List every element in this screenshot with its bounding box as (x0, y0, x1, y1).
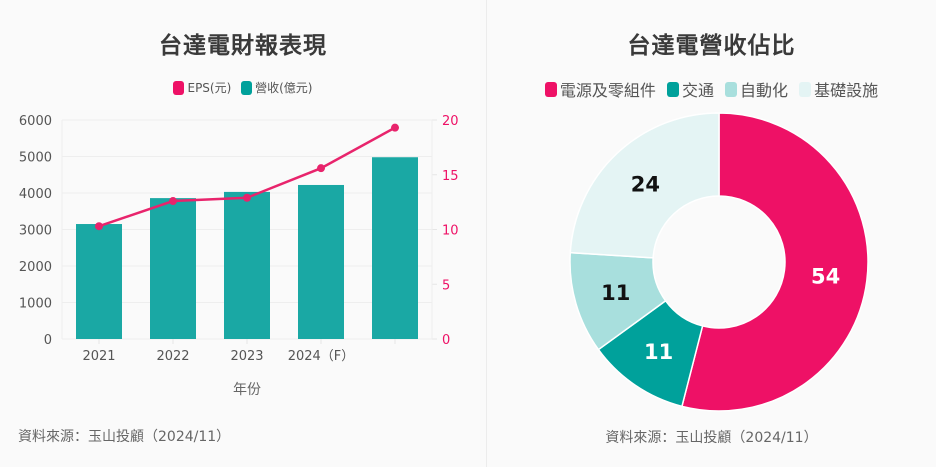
legend-item-transport[interactable]: 交通 (666, 77, 714, 101)
y-right-tick-label: 5 (442, 278, 450, 293)
slice-value-label: 24 (631, 173, 660, 197)
x-tick-label: 2024（F） (288, 349, 355, 364)
legend-label: 自動化 (740, 81, 789, 100)
panel-divider (486, 0, 487, 467)
legend-swatch-eps (173, 80, 185, 95)
financial-performance-panel: 台達電財報表現 EPS(元) 營收(億元) 0 1000 2000 3000 4000 5… (0, 33, 486, 445)
y-right-tick-label: 10 (442, 224, 459, 239)
y-left-tick-label: 0 (44, 333, 52, 348)
y-right-tick-label: 15 (442, 169, 459, 184)
eps-point (95, 222, 103, 231)
legend-label: 基礎設施 (814, 81, 879, 100)
chart-legend: 電源及零組件 交通 自動化 基礎設施 (487, 77, 936, 101)
donut-slice (569, 112, 720, 259)
x-tick-label: 2021 (82, 349, 115, 364)
revenue-bar (224, 191, 270, 339)
y-left-tick-label: 6000 (19, 114, 52, 129)
x-tick-label: 2023 (230, 349, 263, 364)
y-right-tick-label: 20 (442, 114, 459, 129)
y-right-tick-label: 0 (442, 333, 450, 348)
revenue-bar (298, 184, 344, 339)
legend-item-infrastructure[interactable]: 基礎設施 (799, 77, 878, 101)
eps-point (317, 164, 325, 173)
legend-swatch (799, 81, 812, 97)
slice-value-label: 54 (811, 264, 840, 288)
x-axis-title: 年份 (233, 382, 261, 398)
y-left-tick-label: 4000 (19, 187, 52, 202)
slice-value-label: 11 (644, 340, 673, 364)
legend-label: 電源及零組件 (559, 81, 656, 100)
legend-item-eps[interactable]: EPS(元) (173, 79, 231, 96)
eps-point (243, 193, 251, 202)
donut-chart: 54 11 11 24 (569, 112, 869, 412)
revenue-bar (372, 157, 418, 339)
legend-item-power[interactable]: 電源及零組件 (544, 77, 656, 101)
y-left-tick-label: 1000 (19, 297, 52, 312)
x-tick-label: 2022 (156, 349, 189, 364)
chart-title: 台達電營收佔比 (627, 33, 796, 59)
chart-legend: EPS(元) 營收(億元) (0, 79, 486, 98)
revenue-bar (150, 198, 196, 339)
legend-label: 交通 (681, 81, 714, 100)
eps-point (391, 123, 399, 132)
legend-item-automation[interactable]: 自動化 (725, 77, 788, 101)
y-left-tick-label: 5000 (19, 151, 52, 166)
data-source-note: 資料來源：玉山投顧（2024/11） (605, 430, 818, 446)
data-source-note: 資料來源：玉山投顧（2024/11） (18, 429, 231, 445)
slice-value-label: 11 (601, 281, 630, 305)
revenue-share-panel: 台達電營收佔比 電源及零組件 交通 自動化 基礎設施 54 11 11 24 資料來源… (487, 0, 936, 467)
eps-point (169, 197, 177, 206)
legend-label: EPS(元) (187, 81, 232, 95)
donut-slice (681, 112, 869, 412)
legend-swatch-revenue (241, 80, 253, 95)
y-left-tick-label: 2000 (19, 260, 52, 275)
legend-swatch (544, 81, 557, 97)
revenue-bar (76, 224, 122, 339)
combo-chart: 0 1000 2000 3000 4000 5000 6000 0 5 10 15 20 2021 202… (19, 114, 459, 398)
legend-swatch (725, 81, 738, 97)
legend-item-revenue[interactable]: 營收(億元) (241, 79, 313, 96)
y-left-tick-label: 3000 (19, 224, 52, 239)
legend-swatch (666, 81, 679, 97)
legend-label: 營收(億元) (255, 81, 313, 95)
chart-title: 台達電財報表現 (159, 33, 327, 59)
